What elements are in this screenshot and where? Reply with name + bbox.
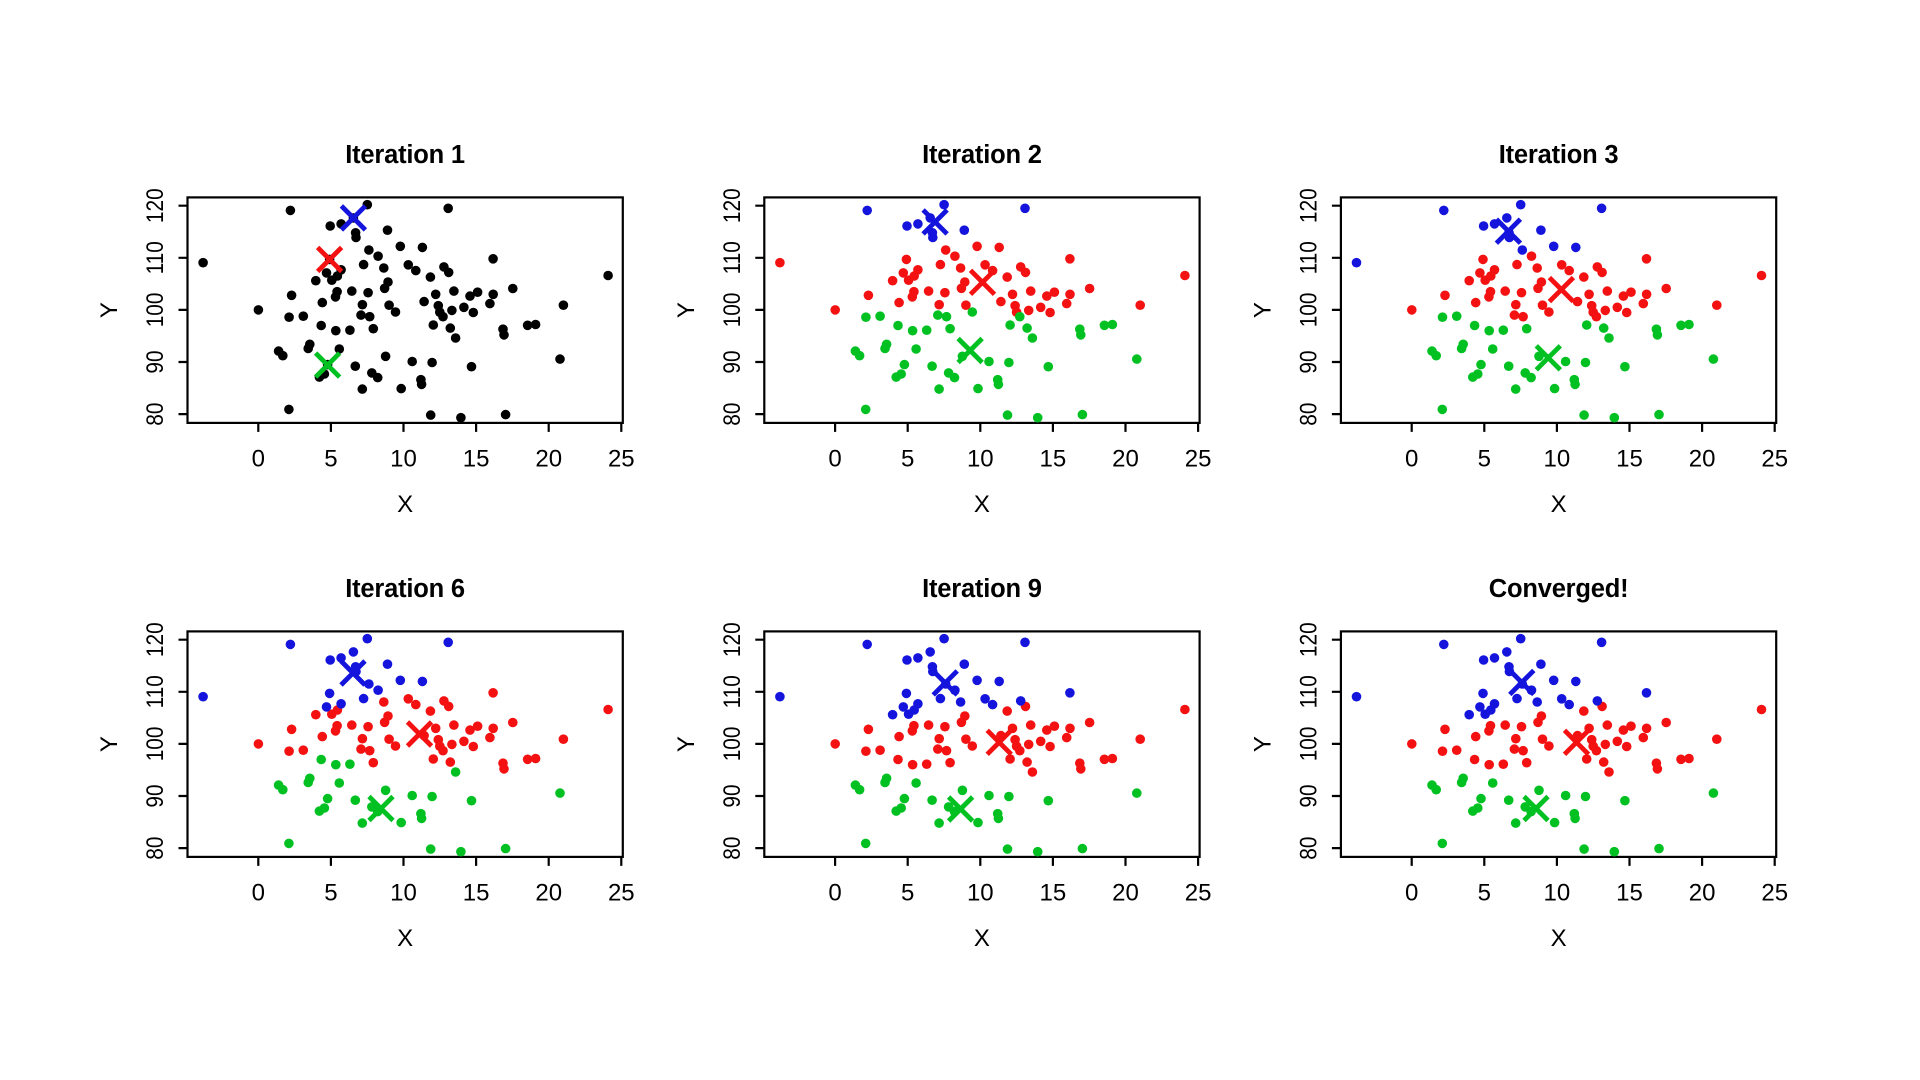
svg-text:5: 5 bbox=[324, 445, 337, 472]
svg-text:100: 100 bbox=[719, 292, 746, 327]
svg-text:120: 120 bbox=[719, 188, 746, 223]
svg-text:90: 90 bbox=[1295, 350, 1322, 373]
svg-text:90: 90 bbox=[719, 784, 746, 807]
svg-text:15: 15 bbox=[1616, 879, 1643, 906]
svg-text:100: 100 bbox=[719, 726, 746, 761]
svg-text:80: 80 bbox=[719, 402, 746, 425]
svg-text:90: 90 bbox=[719, 350, 746, 373]
svg-text:15: 15 bbox=[1616, 445, 1643, 472]
svg-text:10: 10 bbox=[390, 445, 417, 472]
svg-text:0: 0 bbox=[1405, 445, 1418, 472]
svg-text:25: 25 bbox=[608, 879, 635, 906]
svg-text:25: 25 bbox=[1185, 879, 1212, 906]
svg-text:15: 15 bbox=[1040, 879, 1067, 906]
svg-text:X: X bbox=[974, 491, 990, 518]
svg-text:20: 20 bbox=[1689, 445, 1716, 472]
svg-text:100: 100 bbox=[142, 726, 169, 761]
svg-text:5: 5 bbox=[901, 879, 914, 906]
svg-text:X: X bbox=[974, 925, 990, 952]
svg-text:90: 90 bbox=[142, 350, 169, 373]
svg-text:20: 20 bbox=[535, 445, 562, 472]
svg-text:20: 20 bbox=[1112, 879, 1139, 906]
svg-text:90: 90 bbox=[1295, 784, 1322, 807]
svg-text:Y: Y bbox=[1249, 302, 1276, 318]
svg-text:120: 120 bbox=[142, 188, 169, 223]
svg-text:Iteration 1: Iteration 1 bbox=[345, 141, 465, 169]
svg-text:20: 20 bbox=[1689, 879, 1716, 906]
svg-text:25: 25 bbox=[1185, 445, 1212, 472]
svg-text:0: 0 bbox=[828, 445, 841, 472]
svg-text:110: 110 bbox=[1295, 241, 1322, 274]
svg-text:0: 0 bbox=[828, 879, 841, 906]
svg-text:5: 5 bbox=[1478, 879, 1491, 906]
svg-text:110: 110 bbox=[142, 241, 169, 274]
svg-text:20: 20 bbox=[1112, 445, 1139, 472]
svg-text:Converged!: Converged! bbox=[1489, 575, 1629, 603]
svg-text:Y: Y bbox=[673, 302, 700, 318]
svg-text:80: 80 bbox=[719, 836, 746, 859]
svg-text:Iteration 9: Iteration 9 bbox=[922, 575, 1042, 603]
svg-text:80: 80 bbox=[142, 402, 169, 425]
svg-text:100: 100 bbox=[1295, 292, 1322, 327]
svg-text:100: 100 bbox=[142, 292, 169, 327]
svg-text:0: 0 bbox=[1405, 879, 1418, 906]
svg-text:0: 0 bbox=[252, 445, 265, 472]
svg-text:15: 15 bbox=[463, 445, 490, 472]
svg-text:5: 5 bbox=[1478, 445, 1491, 472]
svg-text:Iteration 6: Iteration 6 bbox=[345, 575, 465, 603]
svg-text:X: X bbox=[397, 491, 413, 518]
svg-text:120: 120 bbox=[1295, 622, 1322, 657]
svg-text:X: X bbox=[397, 925, 413, 952]
svg-text:15: 15 bbox=[1040, 445, 1067, 472]
svg-text:5: 5 bbox=[901, 445, 914, 472]
svg-text:Iteration 2: Iteration 2 bbox=[922, 141, 1042, 169]
svg-text:10: 10 bbox=[967, 445, 994, 472]
svg-text:X: X bbox=[1551, 925, 1567, 952]
svg-text:5: 5 bbox=[324, 879, 337, 906]
svg-text:Iteration 3: Iteration 3 bbox=[1499, 141, 1619, 169]
svg-text:120: 120 bbox=[1295, 188, 1322, 223]
svg-text:110: 110 bbox=[1295, 675, 1322, 708]
svg-text:Y: Y bbox=[1249, 736, 1276, 752]
svg-text:25: 25 bbox=[1761, 445, 1788, 472]
svg-text:10: 10 bbox=[1544, 445, 1571, 472]
svg-text:100: 100 bbox=[1295, 726, 1322, 761]
svg-text:X: X bbox=[1551, 491, 1567, 518]
svg-text:10: 10 bbox=[1544, 879, 1571, 906]
svg-text:20: 20 bbox=[535, 879, 562, 906]
svg-text:110: 110 bbox=[719, 241, 746, 274]
svg-text:110: 110 bbox=[142, 675, 169, 708]
svg-text:Y: Y bbox=[673, 736, 700, 752]
svg-text:80: 80 bbox=[1295, 836, 1322, 859]
svg-text:10: 10 bbox=[967, 879, 994, 906]
svg-text:90: 90 bbox=[142, 784, 169, 807]
svg-text:80: 80 bbox=[142, 836, 169, 859]
svg-text:120: 120 bbox=[719, 622, 746, 657]
svg-text:Y: Y bbox=[96, 736, 123, 752]
svg-text:25: 25 bbox=[1761, 879, 1788, 906]
svg-text:10: 10 bbox=[390, 879, 417, 906]
svg-text:80: 80 bbox=[1295, 402, 1322, 425]
svg-text:Y: Y bbox=[96, 302, 123, 318]
svg-text:25: 25 bbox=[608, 445, 635, 472]
svg-text:110: 110 bbox=[719, 675, 746, 708]
svg-text:15: 15 bbox=[463, 879, 490, 906]
svg-text:0: 0 bbox=[252, 879, 265, 906]
svg-text:120: 120 bbox=[142, 622, 169, 657]
